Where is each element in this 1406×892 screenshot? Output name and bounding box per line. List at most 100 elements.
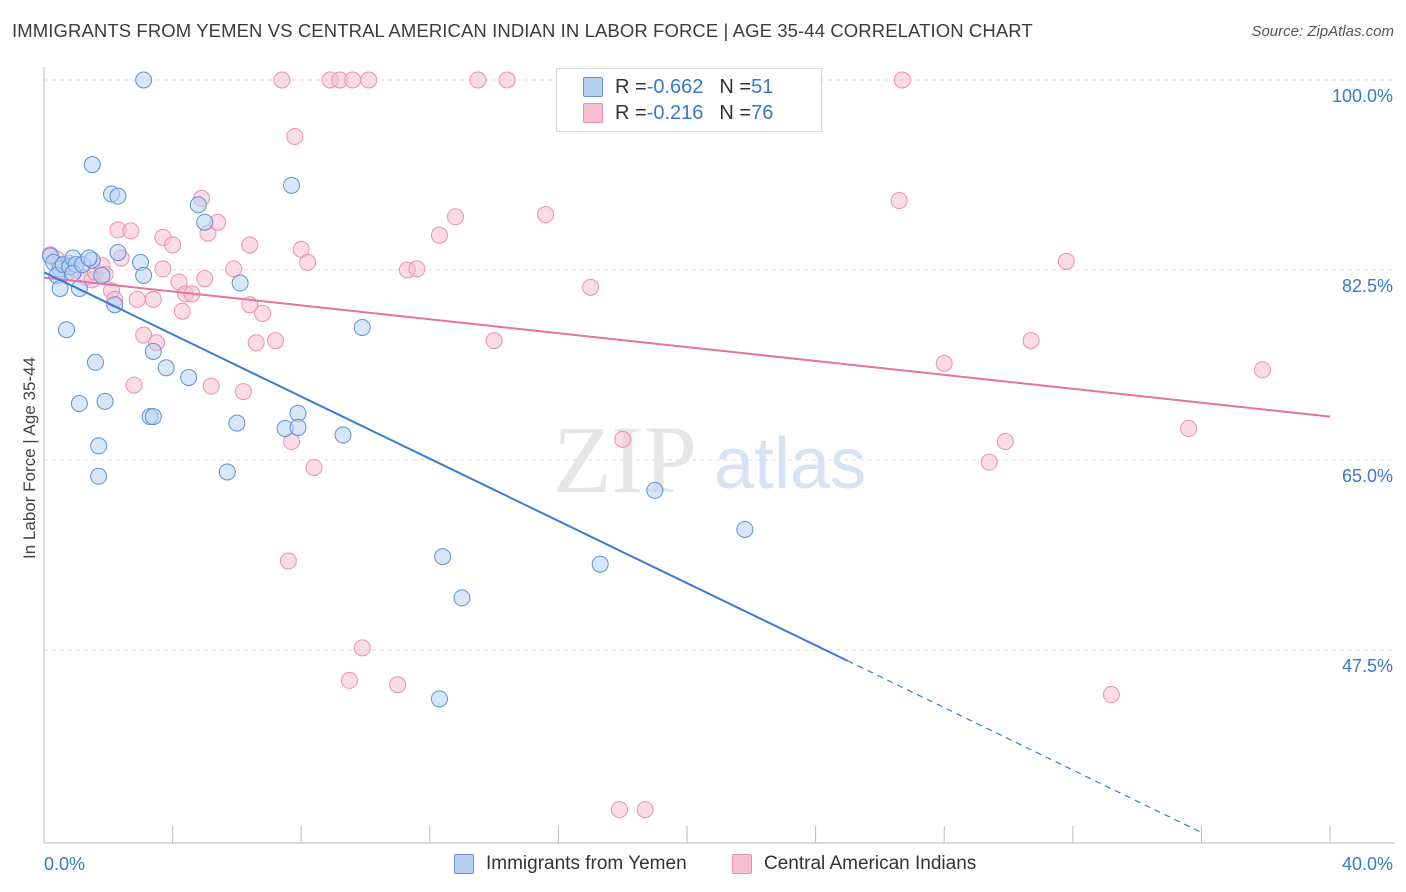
data-point [266, 332, 284, 350]
stats-legend: R = -0.662 N = 51 R = -0.216 N = 76 [556, 68, 822, 132]
y-tick-label: 100.0% [1332, 86, 1393, 106]
data-point [1180, 420, 1198, 438]
trend-line-yemen [43, 271, 849, 662]
data-point [610, 801, 628, 819]
legend-series-name: Central American Indians [764, 853, 977, 874]
legend-row-central-american: R = -0.216 N = 76 [583, 100, 773, 126]
data-point [430, 690, 448, 708]
trend-line-yemen-extension [847, 660, 1202, 833]
data-point [109, 187, 127, 205]
data-point [289, 418, 307, 436]
data-point [189, 196, 207, 214]
data-point [646, 481, 664, 499]
legend-swatch-pink [732, 854, 752, 874]
data-point [1057, 252, 1075, 270]
data-point [128, 290, 146, 308]
data-point [614, 430, 632, 448]
data-point [80, 249, 98, 267]
data-point [935, 354, 953, 372]
data-point [144, 342, 162, 360]
data-point [93, 266, 111, 284]
data-point [144, 290, 162, 308]
x-tick-label: 0.0% [44, 854, 85, 874]
data-point [202, 377, 220, 395]
data-point [135, 266, 153, 284]
data-point [157, 359, 175, 377]
data-point [453, 589, 471, 607]
data-point [70, 395, 88, 413]
data-point [196, 270, 214, 288]
data-point [135, 326, 153, 344]
trend-line-central-american [43, 276, 1331, 418]
data-point [86, 353, 104, 371]
legend-n-label: N = [719, 75, 752, 98]
data-point [273, 71, 291, 89]
trend-lines [43, 271, 1331, 833]
data-point [109, 244, 127, 262]
data-point [389, 676, 407, 694]
data-point [498, 71, 516, 89]
series-central-american-indians [41, 71, 1271, 819]
data-point [122, 222, 140, 240]
data-point [218, 463, 236, 481]
data-point [353, 319, 371, 337]
legend-swatch-blue [454, 854, 474, 874]
data-point [447, 208, 465, 226]
data-point [299, 253, 317, 271]
data-point [485, 332, 503, 350]
legend-row-yemen: R = -0.662 N = 51 [583, 74, 773, 100]
data-point [434, 548, 452, 566]
data-point [154, 260, 172, 278]
data-point [980, 453, 998, 471]
bottom-legend-yemen: Immigrants from Yemen [454, 852, 687, 876]
data-point [241, 236, 259, 254]
data-point [893, 71, 911, 89]
data-point [135, 71, 153, 89]
data-point [286, 127, 304, 145]
data-point [890, 192, 908, 210]
legend-r-value: -0.216 [646, 101, 704, 124]
y-tick-label: 47.5% [1342, 656, 1393, 676]
chart-title: IMMIGRANTS FROM YEMEN VS CENTRAL AMERICA… [12, 20, 1033, 41]
grid-layer [44, 79, 1395, 651]
data-point [408, 260, 426, 278]
data-point [90, 437, 108, 455]
data-point [228, 414, 246, 432]
data-point [360, 71, 378, 89]
legend-swatch-pink [583, 103, 603, 123]
data-point [736, 520, 754, 538]
data-point [1253, 361, 1271, 379]
data-point [996, 433, 1014, 451]
watermark-atlas: atlas [714, 424, 866, 504]
data-point [289, 404, 307, 422]
data-point [83, 156, 101, 174]
data-point [180, 368, 198, 386]
data-point [279, 552, 297, 570]
legend-n-value: 51 [751, 75, 774, 98]
data-point [283, 176, 301, 194]
data-point [305, 459, 323, 477]
legend-r-value: -0.662 [646, 75, 704, 98]
data-point [1022, 332, 1040, 350]
data-point [537, 206, 555, 224]
legend-swatch-blue [583, 77, 603, 97]
data-point [173, 302, 191, 320]
source-label: Source: ZipAtlas.com [1251, 23, 1394, 40]
data-point [353, 639, 371, 657]
watermark-zip: ZIP [553, 406, 697, 513]
data-point [340, 671, 358, 689]
data-point [636, 801, 654, 819]
tick-labels: 47.5% 65.0% 82.5% 100.0% 0.0% 40.0% [44, 86, 1393, 874]
series-immigrants-from-yemen [41, 71, 754, 708]
data-point [334, 426, 352, 444]
legend-n-value: 76 [751, 101, 774, 124]
y-tick-label: 82.5% [1342, 276, 1393, 296]
data-point [90, 467, 108, 485]
data-point [469, 71, 487, 89]
bottom-legend-central-american: Central American Indians [732, 852, 976, 876]
data-point [254, 304, 272, 322]
data-point [58, 321, 76, 339]
data-point [1102, 686, 1120, 704]
watermark: ZIP atlas [553, 406, 866, 513]
